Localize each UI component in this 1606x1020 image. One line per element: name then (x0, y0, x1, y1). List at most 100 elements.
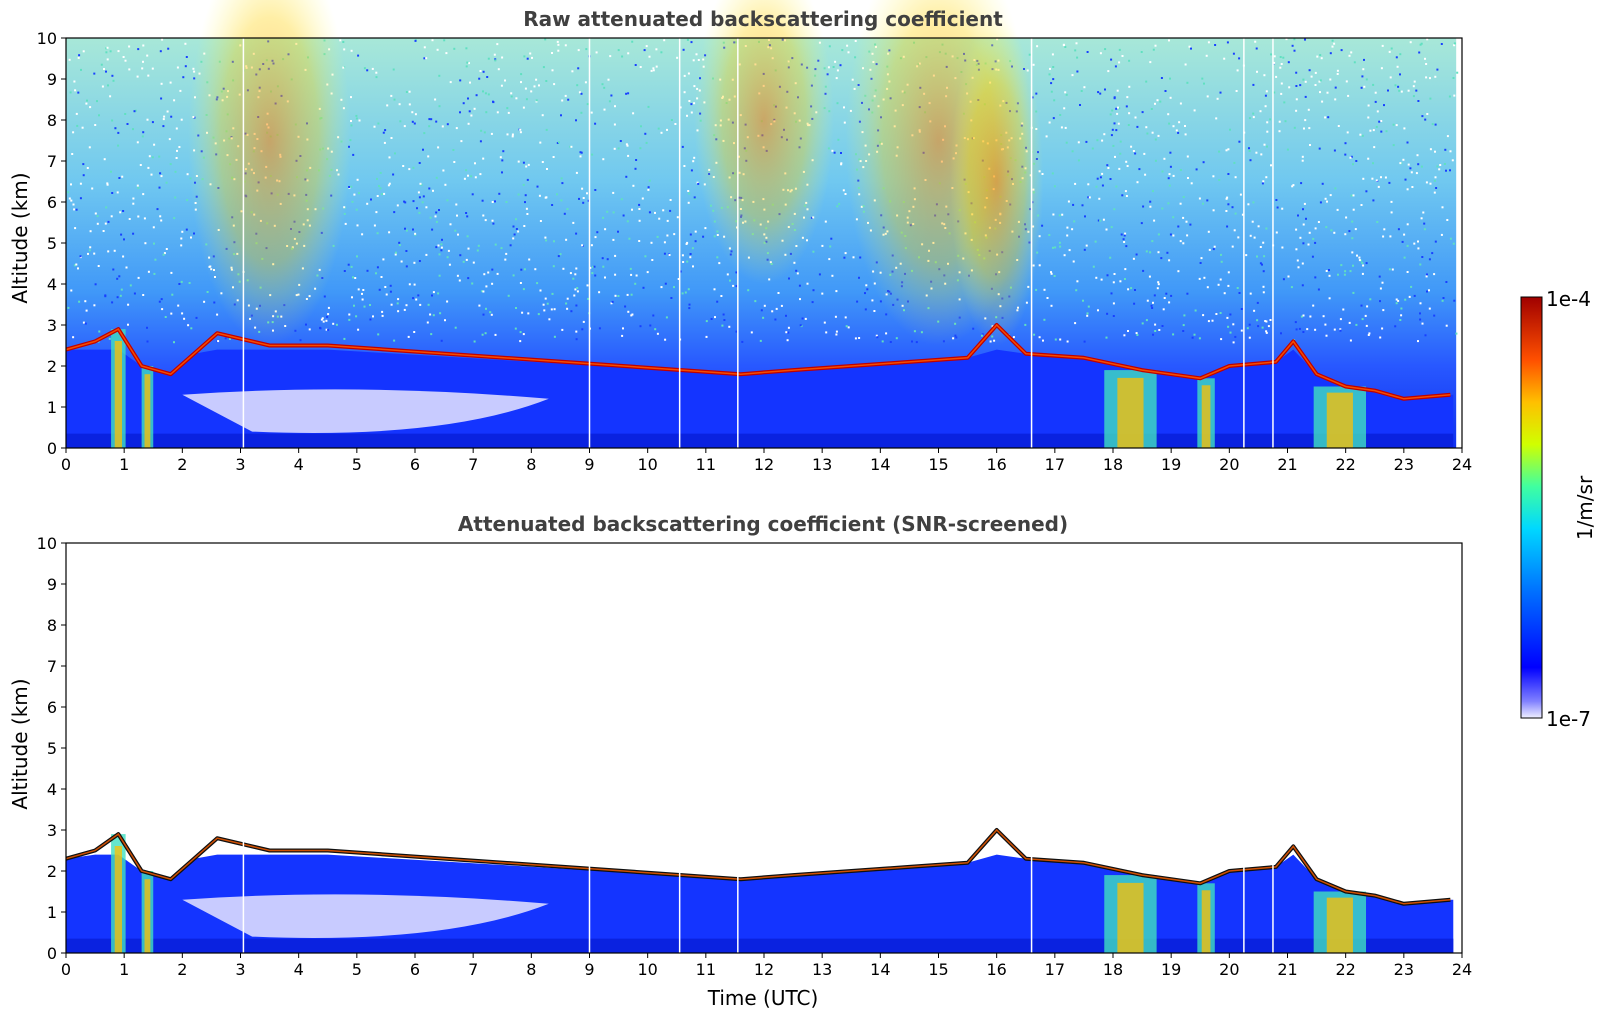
precipitation-column (1104, 875, 1157, 953)
x-tick-label: 2 (177, 455, 187, 474)
x-tick-label: 18 (1103, 455, 1123, 474)
panel2-xlabel: Time (UTC) (707, 986, 819, 1010)
panel1-title: Raw attenuated backscattering coefficien… (523, 7, 1003, 31)
cloud-base-highlight (65, 828, 1451, 905)
x-tick-label: 10 (637, 960, 657, 979)
x-tick-label: 18 (1103, 960, 1123, 979)
x-tick-label: 0 (61, 960, 71, 979)
x-tick-label: 16 (986, 960, 1006, 979)
x-tick-label: 16 (986, 455, 1006, 474)
panel1-ylabel: Altitude (km) (8, 172, 32, 303)
panel2-ylabel: Altitude (km) (8, 678, 32, 809)
precipitation-column (1313, 891, 1367, 953)
x-tick-label: 19 (1161, 455, 1181, 474)
x-tick-label: 17 (1045, 455, 1065, 474)
surface-layer (66, 433, 1454, 448)
x-tick-label: 23 (1394, 455, 1414, 474)
x-tick-label: 14 (870, 960, 890, 979)
x-tick-label: 2 (177, 960, 187, 979)
precipitation-column (141, 366, 154, 448)
x-tick-label: 0 (61, 455, 71, 474)
x-tick-label: 1 (119, 960, 129, 979)
precipitation-column (111, 329, 126, 448)
low-signal-region (182, 894, 549, 938)
precipitation-column (1197, 883, 1215, 953)
y-tick-label: 9 (47, 575, 57, 594)
x-tick-label: 24 (1452, 960, 1472, 979)
x-tick-label: 20 (1219, 455, 1239, 474)
x-tick-label: 22 (1335, 455, 1355, 474)
y-tick-label: 3 (47, 316, 57, 335)
y-tick-label: 7 (47, 657, 57, 676)
y-tick-label: 1 (47, 398, 57, 417)
aerosol-plume (950, 17, 1044, 346)
y-tick-label: 1 (47, 903, 57, 922)
x-tick-label: 19 (1161, 960, 1181, 979)
x-tick-label: 1 (119, 455, 129, 474)
colorbar-max-label: 1e-4 (1546, 287, 1591, 311)
x-tick-label: 11 (696, 455, 716, 474)
y-tick-label: 8 (47, 111, 57, 130)
x-tick-label: 21 (1277, 960, 1297, 979)
y-tick-label: 6 (47, 193, 57, 212)
x-tick-label: 9 (584, 455, 594, 474)
colorbar-min-label: 1e-7 (1546, 707, 1591, 731)
precipitation-column (1197, 378, 1215, 448)
x-tick-label: 24 (1452, 455, 1472, 474)
x-tick-label: 13 (812, 455, 832, 474)
x-tick-label: 10 (637, 455, 657, 474)
panel-2: 0 1 2 3 4 5 6 7 8 9 10 11 12 13 14 15 16 17 18 19 20 21 22 23 24… (37, 534, 1473, 979)
panel-1: 0 1 2 3 4 5 6 7 8 9 10 11 12 13 14 15 16 17 18 19 20 21 22 23 24… (37, 0, 1472, 474)
y-tick-label: 5 (47, 234, 57, 253)
x-tick-label: 15 (928, 960, 948, 979)
x-tick-label: 3 (235, 960, 245, 979)
x-tick-label: 4 (294, 960, 304, 979)
y-tick-label: 2 (47, 862, 57, 881)
y-tick-label: 4 (47, 275, 57, 294)
y-tick-label: 10 (37, 534, 57, 553)
precipitation-column (1313, 386, 1367, 448)
x-tick-label: 5 (352, 960, 362, 979)
y-tick-label: 5 (47, 739, 57, 758)
aerosol-plume (188, 0, 351, 346)
x-tick-label: 22 (1335, 960, 1355, 979)
cloud-base-highlight (65, 323, 1451, 400)
surface-layer (66, 938, 1454, 953)
y-tick-label: 3 (47, 821, 57, 840)
colorbar-gradient (1520, 296, 1543, 719)
x-tick-label: 6 (410, 960, 420, 979)
y-tick-label: 7 (47, 152, 57, 171)
x-tick-label: 7 (468, 455, 478, 474)
precipitation-column (141, 871, 154, 953)
y-tick-label: 4 (47, 780, 57, 799)
x-tick-label: 8 (526, 960, 536, 979)
aerosol-plume (694, 0, 834, 284)
y-tick-label: 6 (47, 698, 57, 717)
x-tick-label: 12 (754, 455, 774, 474)
x-tick-label: 9 (584, 960, 594, 979)
y-tick-label: 10 (37, 29, 57, 48)
x-tick-label: 6 (410, 455, 420, 474)
x-tick-label: 7 (468, 960, 478, 979)
y-tick-label: 0 (47, 944, 57, 963)
panel2-title: Attenuated backscattering coefficient (S… (458, 512, 1068, 536)
x-tick-label: 21 (1277, 455, 1297, 474)
precipitation-column (1104, 370, 1157, 448)
x-tick-label: 14 (870, 455, 890, 474)
colorbar: 1e-4 1e-7 1/m/sr (1520, 287, 1597, 731)
y-tick-label: 2 (47, 357, 57, 376)
x-tick-label: 12 (754, 960, 774, 979)
low-signal-region (182, 389, 549, 433)
x-tick-label: 8 (526, 455, 536, 474)
precipitation-column (111, 834, 126, 953)
y-tick-label: 8 (47, 616, 57, 635)
x-tick-label: 20 (1219, 960, 1239, 979)
y-tick-label: 0 (47, 439, 57, 458)
x-tick-label: 5 (352, 455, 362, 474)
x-tick-label: 13 (812, 960, 832, 979)
colorbar-unit-label: 1/m/sr (1573, 475, 1597, 540)
x-tick-label: 23 (1394, 960, 1414, 979)
x-tick-label: 4 (294, 455, 304, 474)
x-tick-label: 3 (235, 455, 245, 474)
